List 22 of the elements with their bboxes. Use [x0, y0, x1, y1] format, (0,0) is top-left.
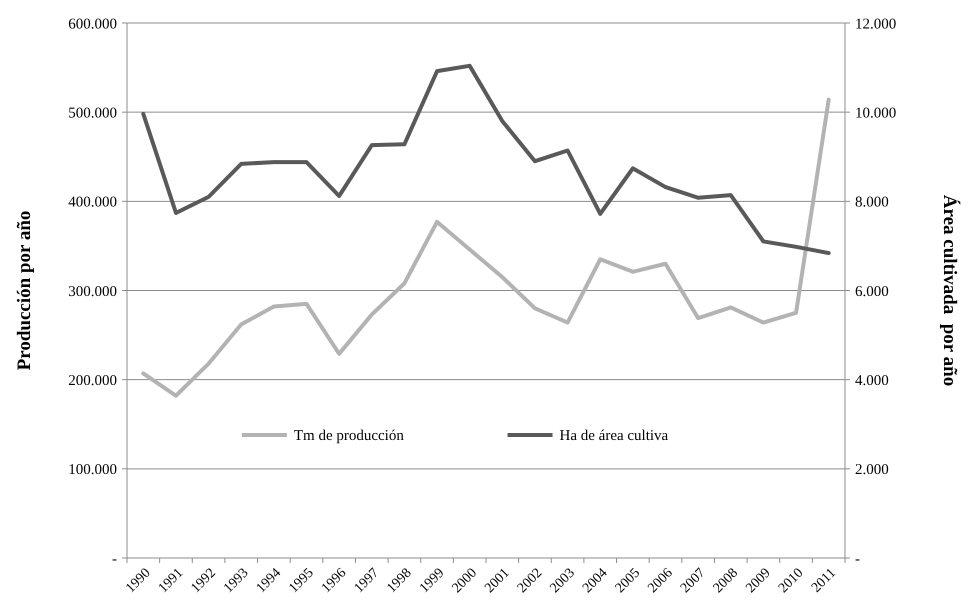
y-tick-label: 200.000 [68, 372, 117, 389]
line-series [141, 64, 831, 256]
x-tick-label: 1991 [156, 566, 186, 596]
legend-label: Ha de área cultiva [560, 428, 669, 444]
y2-tick-label: 10.000 [855, 105, 896, 122]
y-axis-title: Producción por año [14, 210, 35, 370]
y2-tick-label: 6.000 [855, 284, 889, 300]
y2-tick-label: 2.000 [855, 462, 889, 478]
line-series [141, 98, 831, 398]
y-tick-label: 400.000 [68, 194, 117, 211]
y-tick-label: 300.000 [68, 284, 117, 300]
y-tick-label: 500.000 [68, 105, 117, 122]
legend-label: Tm de producción [294, 428, 404, 444]
y-tick-label: 600.000 [68, 16, 117, 32]
y2-tick-label: 4.000 [855, 372, 889, 389]
y-tick-label: - [112, 551, 117, 568]
x-tick-label: 2011 [808, 566, 839, 596]
y2-tick-label: 8.000 [855, 194, 889, 211]
y2-tick-label: - [855, 551, 860, 568]
y2-tick-label: 12.000 [855, 16, 896, 32]
y2-axis-title: Área cultivada por año [939, 194, 961, 386]
y-tick-label: 100.000 [68, 462, 117, 478]
